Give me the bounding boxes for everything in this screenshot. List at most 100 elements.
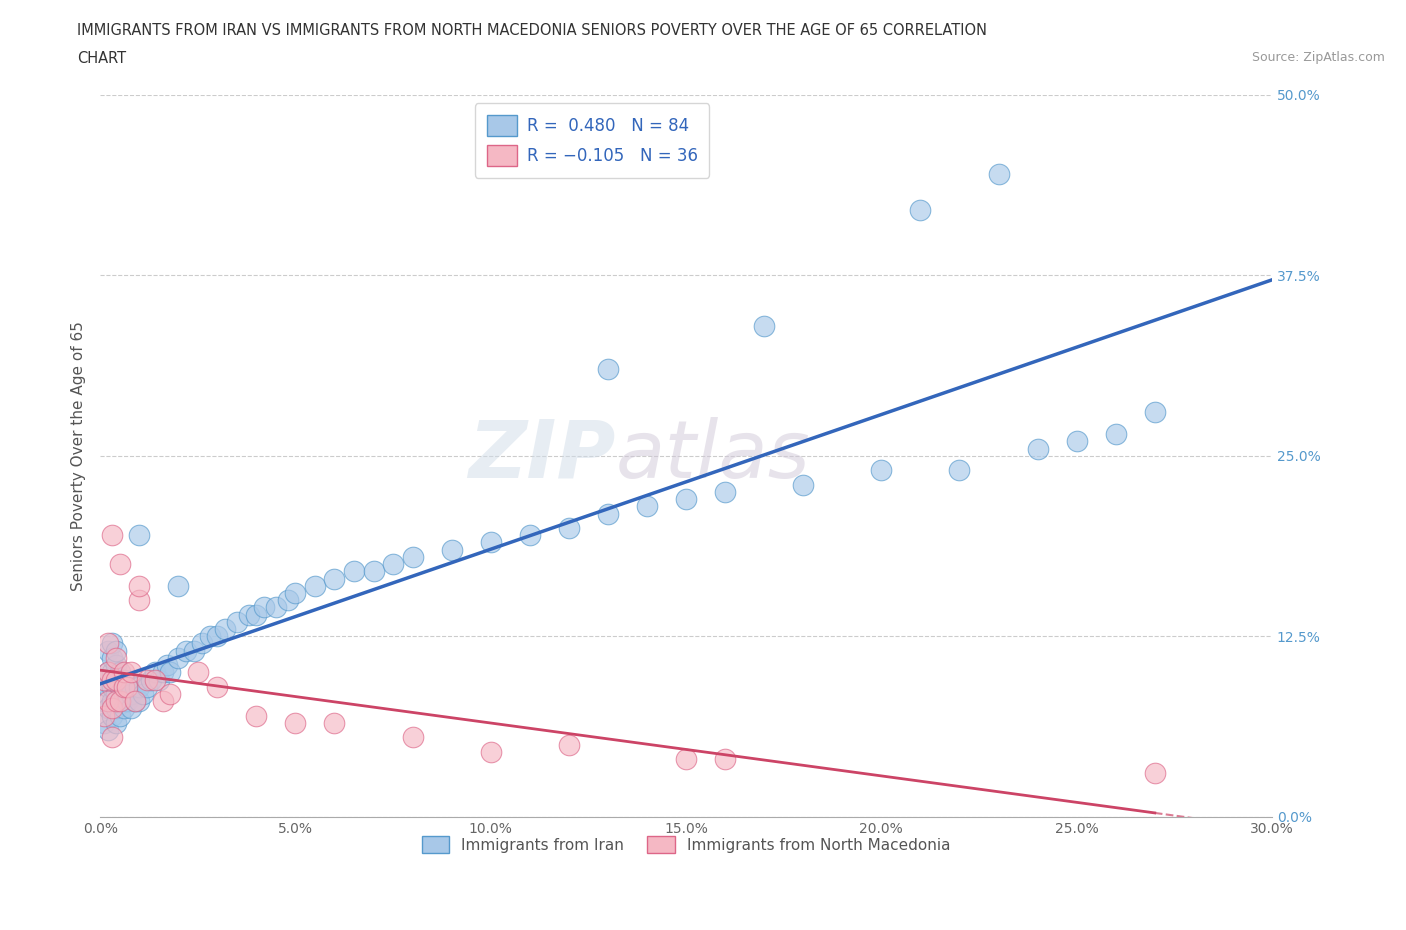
- Point: [558, 521, 581, 536]
- Point: [93, 709, 115, 724]
- Point: [675, 492, 697, 507]
- Point: [101, 672, 124, 687]
- Point: [93, 694, 115, 709]
- Point: [104, 686, 127, 701]
- Point: [870, 463, 893, 478]
- Point: [104, 694, 127, 709]
- Legend: Immigrants from Iran, Immigrants from North Macedonia: Immigrants from Iran, Immigrants from No…: [416, 830, 956, 859]
- Point: [112, 679, 135, 694]
- Point: [148, 672, 170, 687]
- Point: [245, 607, 267, 622]
- Point: [1143, 405, 1166, 420]
- Point: [101, 709, 124, 724]
- Point: [519, 527, 541, 542]
- Point: [97, 701, 120, 716]
- Point: [143, 672, 166, 687]
- Point: [323, 571, 346, 586]
- Point: [93, 672, 115, 687]
- Point: [124, 679, 146, 694]
- Point: [128, 679, 150, 694]
- Point: [104, 644, 127, 658]
- Point: [214, 621, 236, 636]
- Point: [558, 737, 581, 752]
- Point: [792, 477, 814, 492]
- Point: [167, 650, 190, 665]
- Point: [120, 701, 142, 716]
- Point: [112, 686, 135, 701]
- Point: [97, 665, 120, 680]
- Point: [104, 701, 127, 716]
- Point: [190, 636, 212, 651]
- Point: [117, 694, 139, 709]
- Point: [101, 665, 124, 680]
- Point: [128, 694, 150, 709]
- Point: [1066, 434, 1088, 449]
- Point: [323, 715, 346, 730]
- Y-axis label: Seniors Poverty Over the Age of 65: Seniors Poverty Over the Age of 65: [72, 321, 86, 591]
- Point: [108, 694, 131, 709]
- Point: [754, 318, 776, 333]
- Point: [284, 715, 307, 730]
- Point: [112, 665, 135, 680]
- Point: [97, 636, 120, 651]
- Text: CHART: CHART: [77, 51, 127, 66]
- Point: [152, 694, 174, 709]
- Point: [479, 744, 502, 759]
- Point: [104, 650, 127, 665]
- Point: [187, 665, 209, 680]
- Point: [101, 701, 124, 716]
- Point: [207, 629, 229, 644]
- Point: [675, 751, 697, 766]
- Point: [948, 463, 970, 478]
- Point: [112, 701, 135, 716]
- Point: [117, 679, 139, 694]
- Point: [97, 679, 120, 694]
- Point: [128, 578, 150, 593]
- Text: ZIP: ZIP: [468, 417, 616, 495]
- Point: [382, 557, 405, 572]
- Point: [714, 751, 737, 766]
- Point: [97, 723, 120, 737]
- Point: [1026, 441, 1049, 456]
- Point: [479, 535, 502, 550]
- Text: IMMIGRANTS FROM IRAN VS IMMIGRANTS FROM NORTH MACEDONIA SENIORS POVERTY OVER THE: IMMIGRANTS FROM IRAN VS IMMIGRANTS FROM …: [77, 23, 987, 38]
- Point: [101, 679, 124, 694]
- Point: [304, 578, 326, 593]
- Point: [139, 672, 162, 687]
- Point: [124, 694, 146, 709]
- Point: [93, 672, 115, 687]
- Point: [440, 542, 463, 557]
- Point: [97, 644, 120, 658]
- Point: [108, 665, 131, 680]
- Point: [987, 166, 1010, 181]
- Point: [101, 650, 124, 665]
- Point: [128, 592, 150, 607]
- Point: [108, 709, 131, 724]
- Text: atlas: atlas: [616, 417, 810, 495]
- Point: [104, 658, 127, 672]
- Point: [277, 592, 299, 607]
- Point: [159, 665, 181, 680]
- Point: [198, 629, 221, 644]
- Point: [910, 203, 932, 218]
- Point: [97, 665, 120, 680]
- Point: [136, 672, 159, 687]
- Point: [253, 600, 276, 615]
- Point: [596, 362, 619, 377]
- Point: [93, 715, 115, 730]
- Point: [120, 686, 142, 701]
- Point: [124, 694, 146, 709]
- Point: [101, 527, 124, 542]
- Point: [101, 636, 124, 651]
- Point: [238, 607, 260, 622]
- Point: [104, 672, 127, 687]
- Point: [108, 557, 131, 572]
- Point: [108, 679, 131, 694]
- Point: [636, 498, 658, 513]
- Point: [207, 679, 229, 694]
- Point: [183, 644, 205, 658]
- Point: [120, 665, 142, 680]
- Point: [284, 586, 307, 601]
- Point: [401, 550, 423, 565]
- Point: [112, 672, 135, 687]
